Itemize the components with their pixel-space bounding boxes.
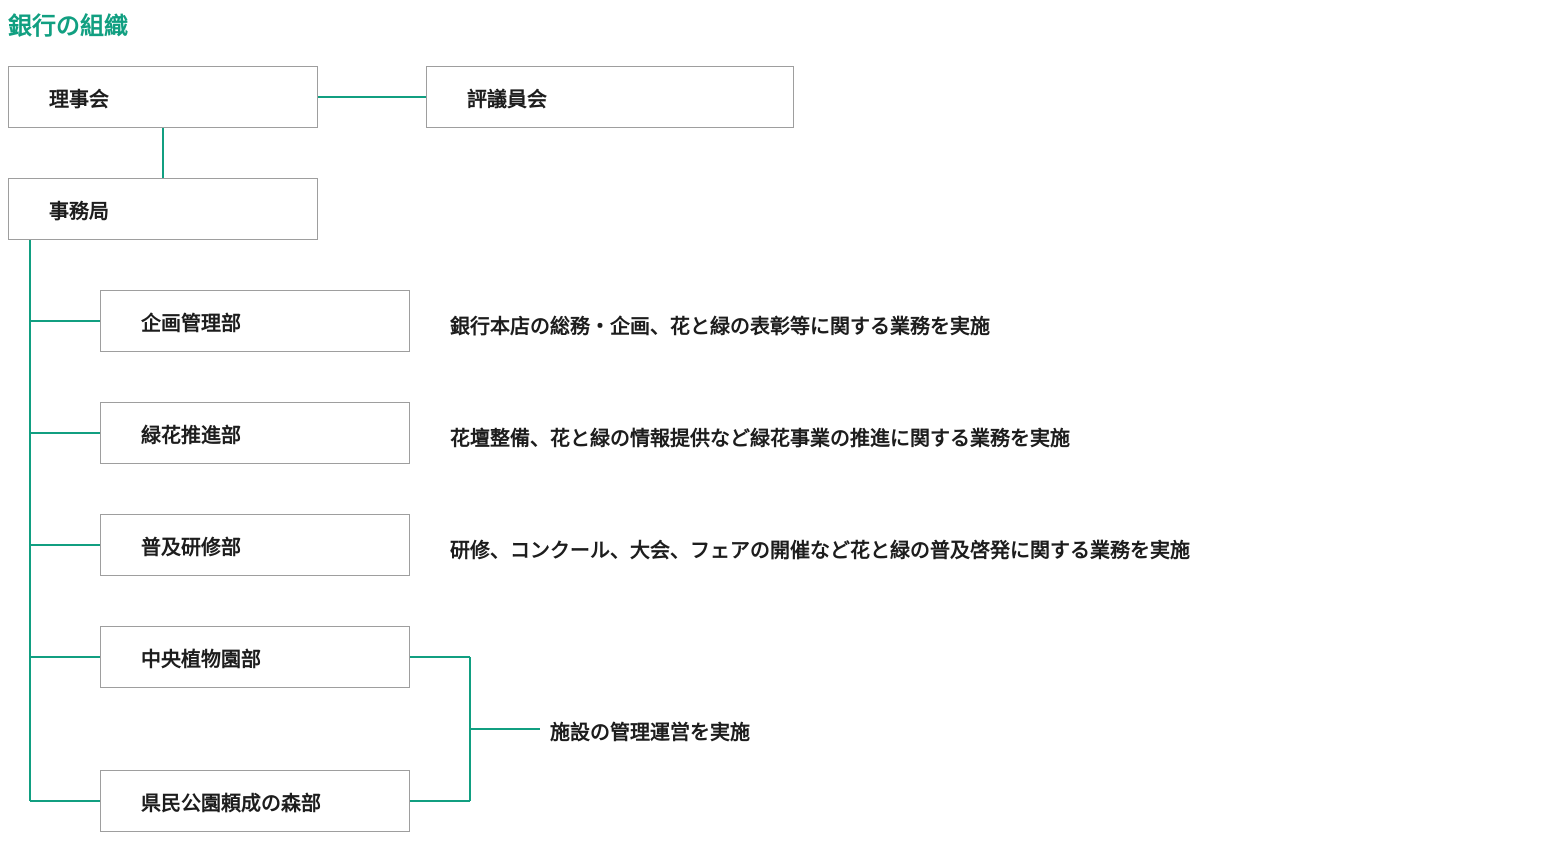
node-label: 中央植物園部	[141, 643, 261, 672]
desc-greening: 花壇整備、花と緑の情報提供など緑花事業の推進に関する業務を実施	[450, 422, 1070, 451]
node-label: 企画管理部	[141, 307, 241, 336]
node-label: 県民公園頼成の森部	[141, 787, 321, 816]
org-chart: 銀行の組織 理事会 評議員会 事務局 企画管理部 緑花推進部 普及研修部 中央植…	[0, 0, 1544, 854]
node-label: 評議員会	[467, 83, 547, 112]
node-label: 事務局	[49, 195, 109, 224]
node-botanical-garden-dept: 中央植物園部	[100, 626, 410, 688]
node-label: 理事会	[49, 83, 109, 112]
node-label: 緑花推進部	[141, 419, 241, 448]
node-councilors: 評議員会	[426, 66, 794, 128]
node-planning-dept: 企画管理部	[100, 290, 410, 352]
desc-planning: 銀行本店の総務・企画、花と緑の表彰等に関する業務を実施	[450, 310, 990, 339]
node-training-dept: 普及研修部	[100, 514, 410, 576]
desc-training: 研修、コンクール、大会、フェアの開催など花と緑の普及啓発に関する業務を実施	[450, 534, 1190, 563]
node-greening-dept: 緑花推進部	[100, 402, 410, 464]
node-label: 普及研修部	[141, 531, 241, 560]
desc-facility: 施設の管理運営を実施	[550, 716, 750, 745]
node-board-of-directors: 理事会	[8, 66, 318, 128]
chart-title: 銀行の組織	[8, 6, 128, 41]
node-secretariat: 事務局	[8, 178, 318, 240]
node-prefectural-park-dept: 県民公園頼成の森部	[100, 770, 410, 832]
